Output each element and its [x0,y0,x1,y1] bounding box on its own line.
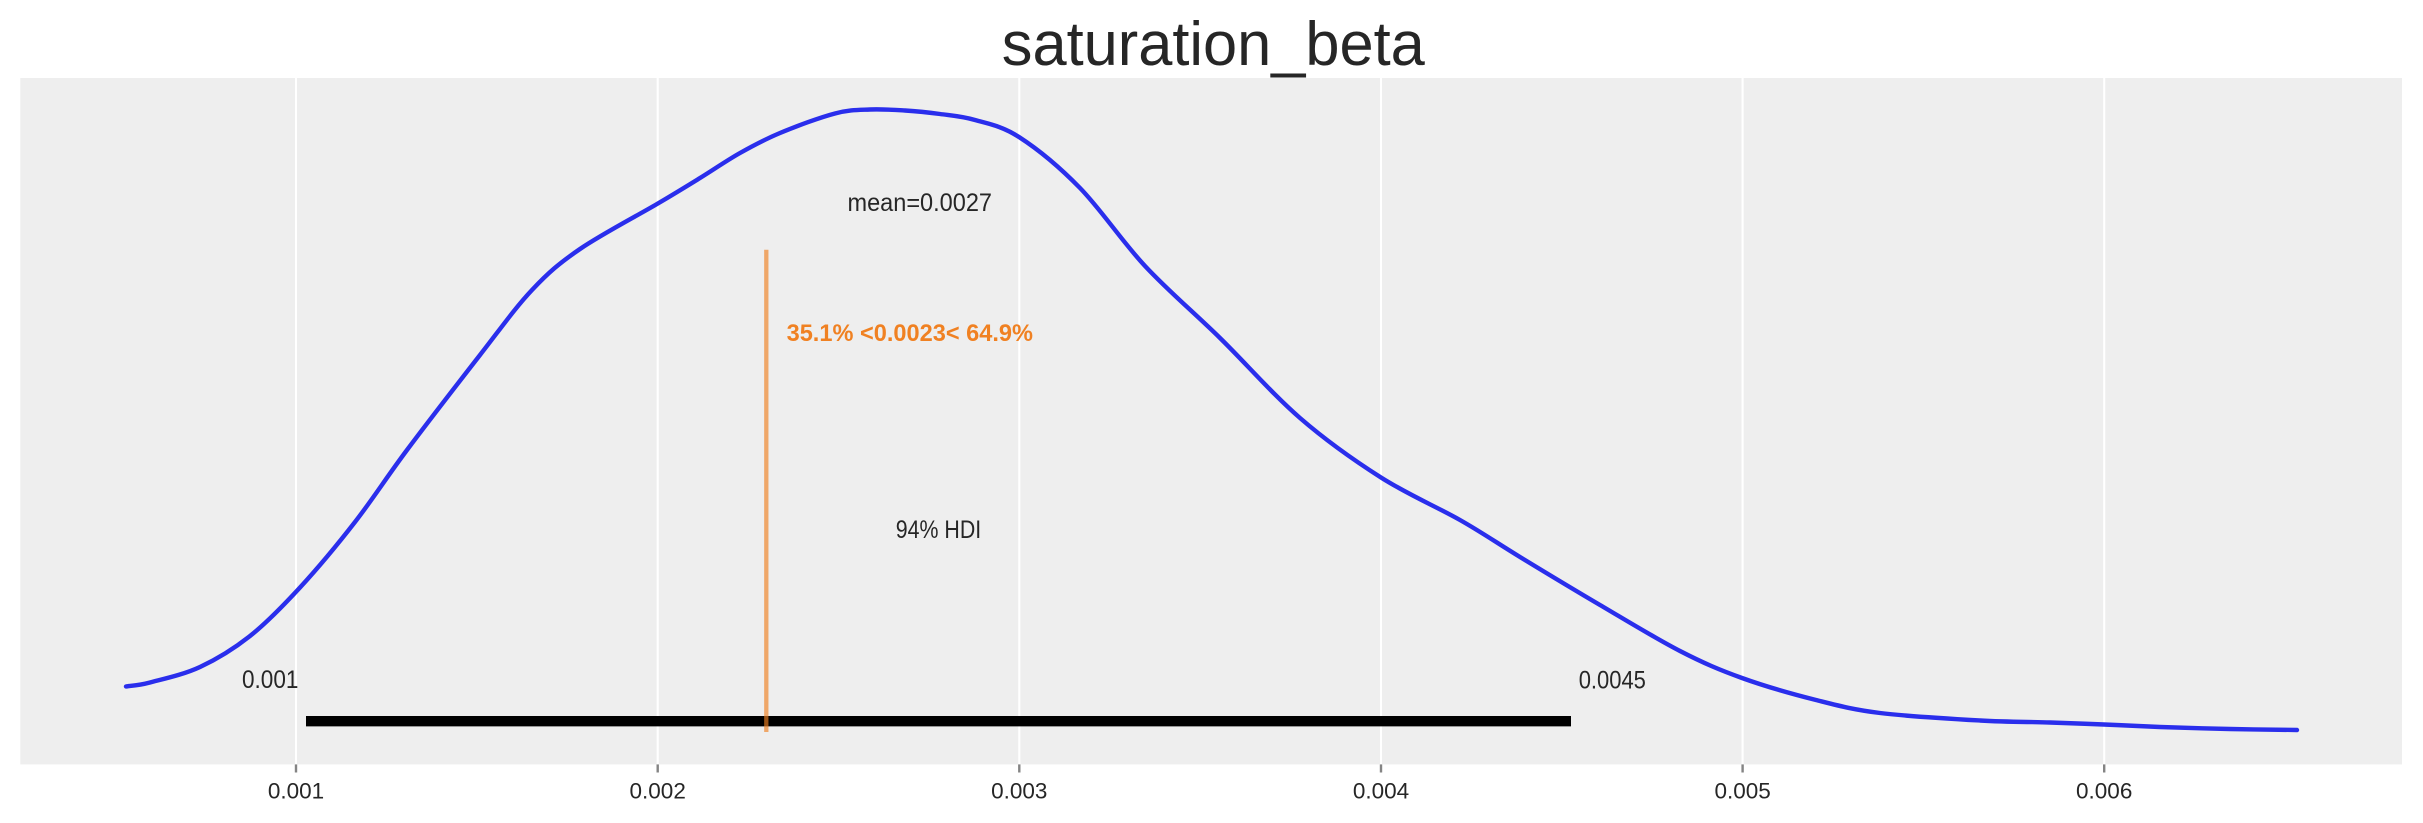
svg-text:0.006: 0.006 [2076,779,2132,804]
svg-text:0.003: 0.003 [991,779,1047,804]
svg-text:saturation_beta: saturation_beta [1002,10,1426,79]
svg-text:mean=0.0027: mean=0.0027 [848,189,993,217]
svg-text:0.002: 0.002 [630,779,686,804]
svg-text:0.005: 0.005 [1714,779,1770,804]
svg-text:0.004: 0.004 [1353,779,1409,804]
svg-text:0.0045: 0.0045 [1579,666,1646,694]
svg-text:94% HDI: 94% HDI [896,516,981,544]
svg-text:0.001: 0.001 [242,666,298,694]
svg-text:0.001: 0.001 [268,779,324,804]
svg-text:35.1% <0.0023< 64.9%: 35.1% <0.0023< 64.9% [787,320,1034,347]
